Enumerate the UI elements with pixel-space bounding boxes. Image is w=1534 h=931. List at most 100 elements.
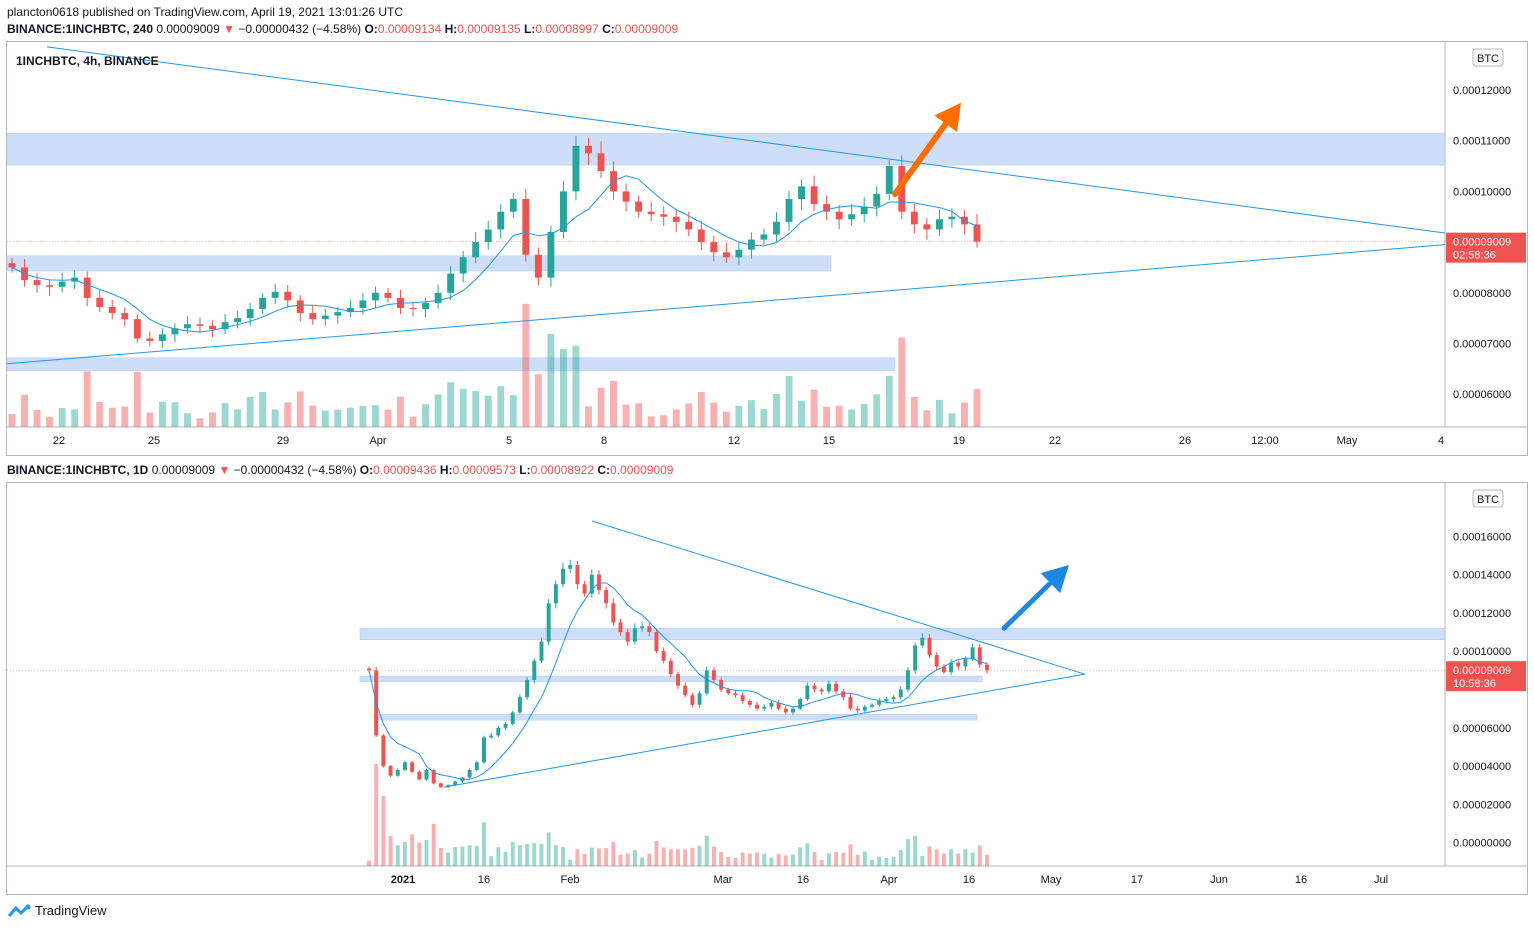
volume-bar: [525, 844, 530, 866]
candle-body: [935, 219, 943, 230]
volume-bar: [395, 845, 400, 866]
candle-body: [956, 662, 961, 667]
volume-bar: [647, 416, 655, 427]
candle-body: [459, 257, 467, 274]
trendline-1: [591, 520, 1086, 675]
volume-bar: [747, 400, 755, 427]
volume-bar: [71, 409, 79, 427]
countdown-label: 10:58:36: [1453, 678, 1496, 690]
currency-badge: [1472, 48, 1504, 67]
countdown-label: 02:58:36: [1453, 250, 1496, 262]
last-price-box: [1446, 232, 1526, 263]
volume-bar: [482, 822, 486, 866]
bottom-ohlc-header: BINANCE:1INCHBTC, 1D 0.00009009 ▼ −0.000…: [7, 463, 674, 477]
candle-body: [697, 229, 705, 243]
price-tick-label: 0.00000000: [1453, 838, 1511, 850]
time-tick-label: 25: [148, 435, 160, 447]
candle-body: [769, 702, 774, 707]
candle-body: [547, 231, 555, 278]
candle-body: [184, 324, 191, 329]
candle-body: [668, 660, 673, 675]
candle-body: [690, 695, 695, 705]
candle-body: [509, 199, 517, 212]
volume-bar: [597, 387, 605, 427]
zone-3: [373, 714, 978, 721]
candle-body: [798, 699, 803, 709]
candle-body: [722, 252, 730, 258]
candle-body: [585, 145, 592, 154]
volume-bar: [970, 852, 975, 866]
candle-body: [647, 211, 655, 215]
candle-body: [582, 584, 587, 594]
volume-bar: [660, 415, 668, 427]
top-chart-svg[interactable]: 0.000120000.000110000.000100000.00009000…: [7, 42, 1527, 455]
tradingview-footer[interactable]: TradingView: [8, 903, 107, 918]
volume-bar: [862, 851, 867, 866]
time-tick-label: 16: [797, 874, 809, 886]
volume-bar: [33, 409, 41, 427]
bottom-low: 0.00008922: [530, 463, 595, 477]
candle-body: [927, 637, 932, 656]
time-tick-label: 4: [1438, 435, 1444, 447]
top-last-price: 0.00009009: [156, 22, 220, 36]
volume-bar: [812, 852, 817, 866]
candle-body: [654, 632, 659, 652]
volume-bar: [510, 841, 515, 866]
candle-body: [604, 589, 609, 604]
volume-bar: [747, 853, 752, 866]
volume-bar: [384, 409, 392, 427]
volume-bar: [873, 394, 881, 427]
candle-body: [108, 306, 116, 314]
volume-bar: [798, 400, 805, 427]
time-tick-label: 16: [963, 874, 975, 886]
bottom-chart-svg[interactable]: 0.00016000 0.00014000 0.00012000 0.00010000…: [7, 483, 1527, 894]
footer-brand: TradingView: [35, 903, 107, 918]
candle-body: [146, 338, 154, 341]
volume-bar: [735, 405, 743, 427]
volume-bar: [83, 371, 91, 427]
candle-body: [647, 626, 652, 633]
candle-body: [913, 645, 918, 671]
top-chart-panel[interactable]: 0.000120000.000110000.000100000.00009000…: [6, 41, 1528, 456]
candle-body: [597, 153, 605, 172]
candle-body: [970, 647, 975, 659]
candle-body: [209, 325, 216, 330]
volume-bar: [785, 375, 793, 427]
candle-body: [221, 322, 229, 330]
candle-body: [948, 216, 956, 220]
candle-body: [431, 769, 436, 784]
volume-bar: [209, 412, 216, 427]
candle-body: [359, 300, 367, 309]
volume-bar: [296, 391, 304, 427]
candle-body: [726, 689, 731, 694]
candle-body: [622, 191, 630, 202]
bottom-chart-panel[interactable]: 0.00016000 0.00014000 0.00012000 0.00010000…: [6, 482, 1528, 895]
volume-bar: [484, 395, 492, 427]
volume-bar: [618, 854, 623, 866]
candle-body: [532, 660, 537, 680]
volume-bar: [977, 845, 982, 866]
candle-body: [246, 309, 254, 319]
price-tick-label: 0.00010000: [1453, 646, 1511, 658]
volume-bar: [446, 852, 451, 866]
volume-bar: [321, 410, 329, 427]
candle-body: [525, 679, 530, 698]
candle-body: [884, 699, 889, 701]
volume-bar: [683, 849, 688, 866]
candle-body: [575, 565, 580, 585]
volume-bar: [973, 389, 981, 427]
volume-bar: [740, 852, 745, 866]
volume-bar: [453, 847, 458, 866]
volume-bar: [422, 404, 430, 427]
volume-bar: [676, 849, 680, 866]
volume-bar: [823, 406, 831, 427]
volume-bar: [58, 408, 66, 427]
currency-badge-label: BTC: [1477, 494, 1499, 506]
candle-body: [546, 603, 551, 642]
candle-body: [798, 186, 805, 200]
candle-body: [496, 727, 501, 736]
price-tick-label: 0.00012000: [1453, 608, 1511, 620]
volume-bar: [948, 413, 956, 427]
volume-bar: [534, 374, 542, 427]
candle-body: [810, 186, 818, 205]
